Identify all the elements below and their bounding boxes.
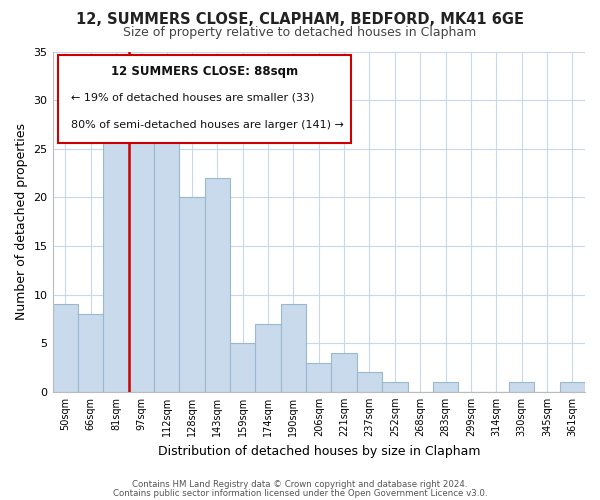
Text: Contains HM Land Registry data © Crown copyright and database right 2024.: Contains HM Land Registry data © Crown c…: [132, 480, 468, 489]
Bar: [205, 178, 230, 392]
Bar: [281, 304, 306, 392]
Bar: [560, 382, 585, 392]
Bar: [154, 110, 179, 392]
Bar: [128, 130, 154, 392]
Text: Contains public sector information licensed under the Open Government Licence v3: Contains public sector information licen…: [113, 488, 487, 498]
Text: 12, SUMMERS CLOSE, CLAPHAM, BEDFORD, MK41 6GE: 12, SUMMERS CLOSE, CLAPHAM, BEDFORD, MK4…: [76, 12, 524, 28]
Bar: [78, 314, 103, 392]
Text: 12 SUMMERS CLOSE: 88sqm: 12 SUMMERS CLOSE: 88sqm: [111, 65, 298, 78]
FancyBboxPatch shape: [58, 55, 351, 144]
Bar: [382, 382, 407, 392]
Text: Size of property relative to detached houses in Clapham: Size of property relative to detached ho…: [124, 26, 476, 39]
X-axis label: Distribution of detached houses by size in Clapham: Distribution of detached houses by size …: [158, 444, 480, 458]
Bar: [103, 120, 128, 392]
Bar: [306, 362, 331, 392]
Bar: [256, 324, 281, 392]
Y-axis label: Number of detached properties: Number of detached properties: [15, 123, 28, 320]
Bar: [53, 304, 78, 392]
Bar: [179, 198, 205, 392]
Bar: [331, 353, 357, 392]
Bar: [433, 382, 458, 392]
Bar: [357, 372, 382, 392]
Text: 80% of semi-detached houses are larger (141) →: 80% of semi-detached houses are larger (…: [71, 120, 344, 130]
Bar: [509, 382, 534, 392]
Bar: [230, 343, 256, 392]
Text: ← 19% of detached houses are smaller (33): ← 19% of detached houses are smaller (33…: [71, 92, 314, 102]
